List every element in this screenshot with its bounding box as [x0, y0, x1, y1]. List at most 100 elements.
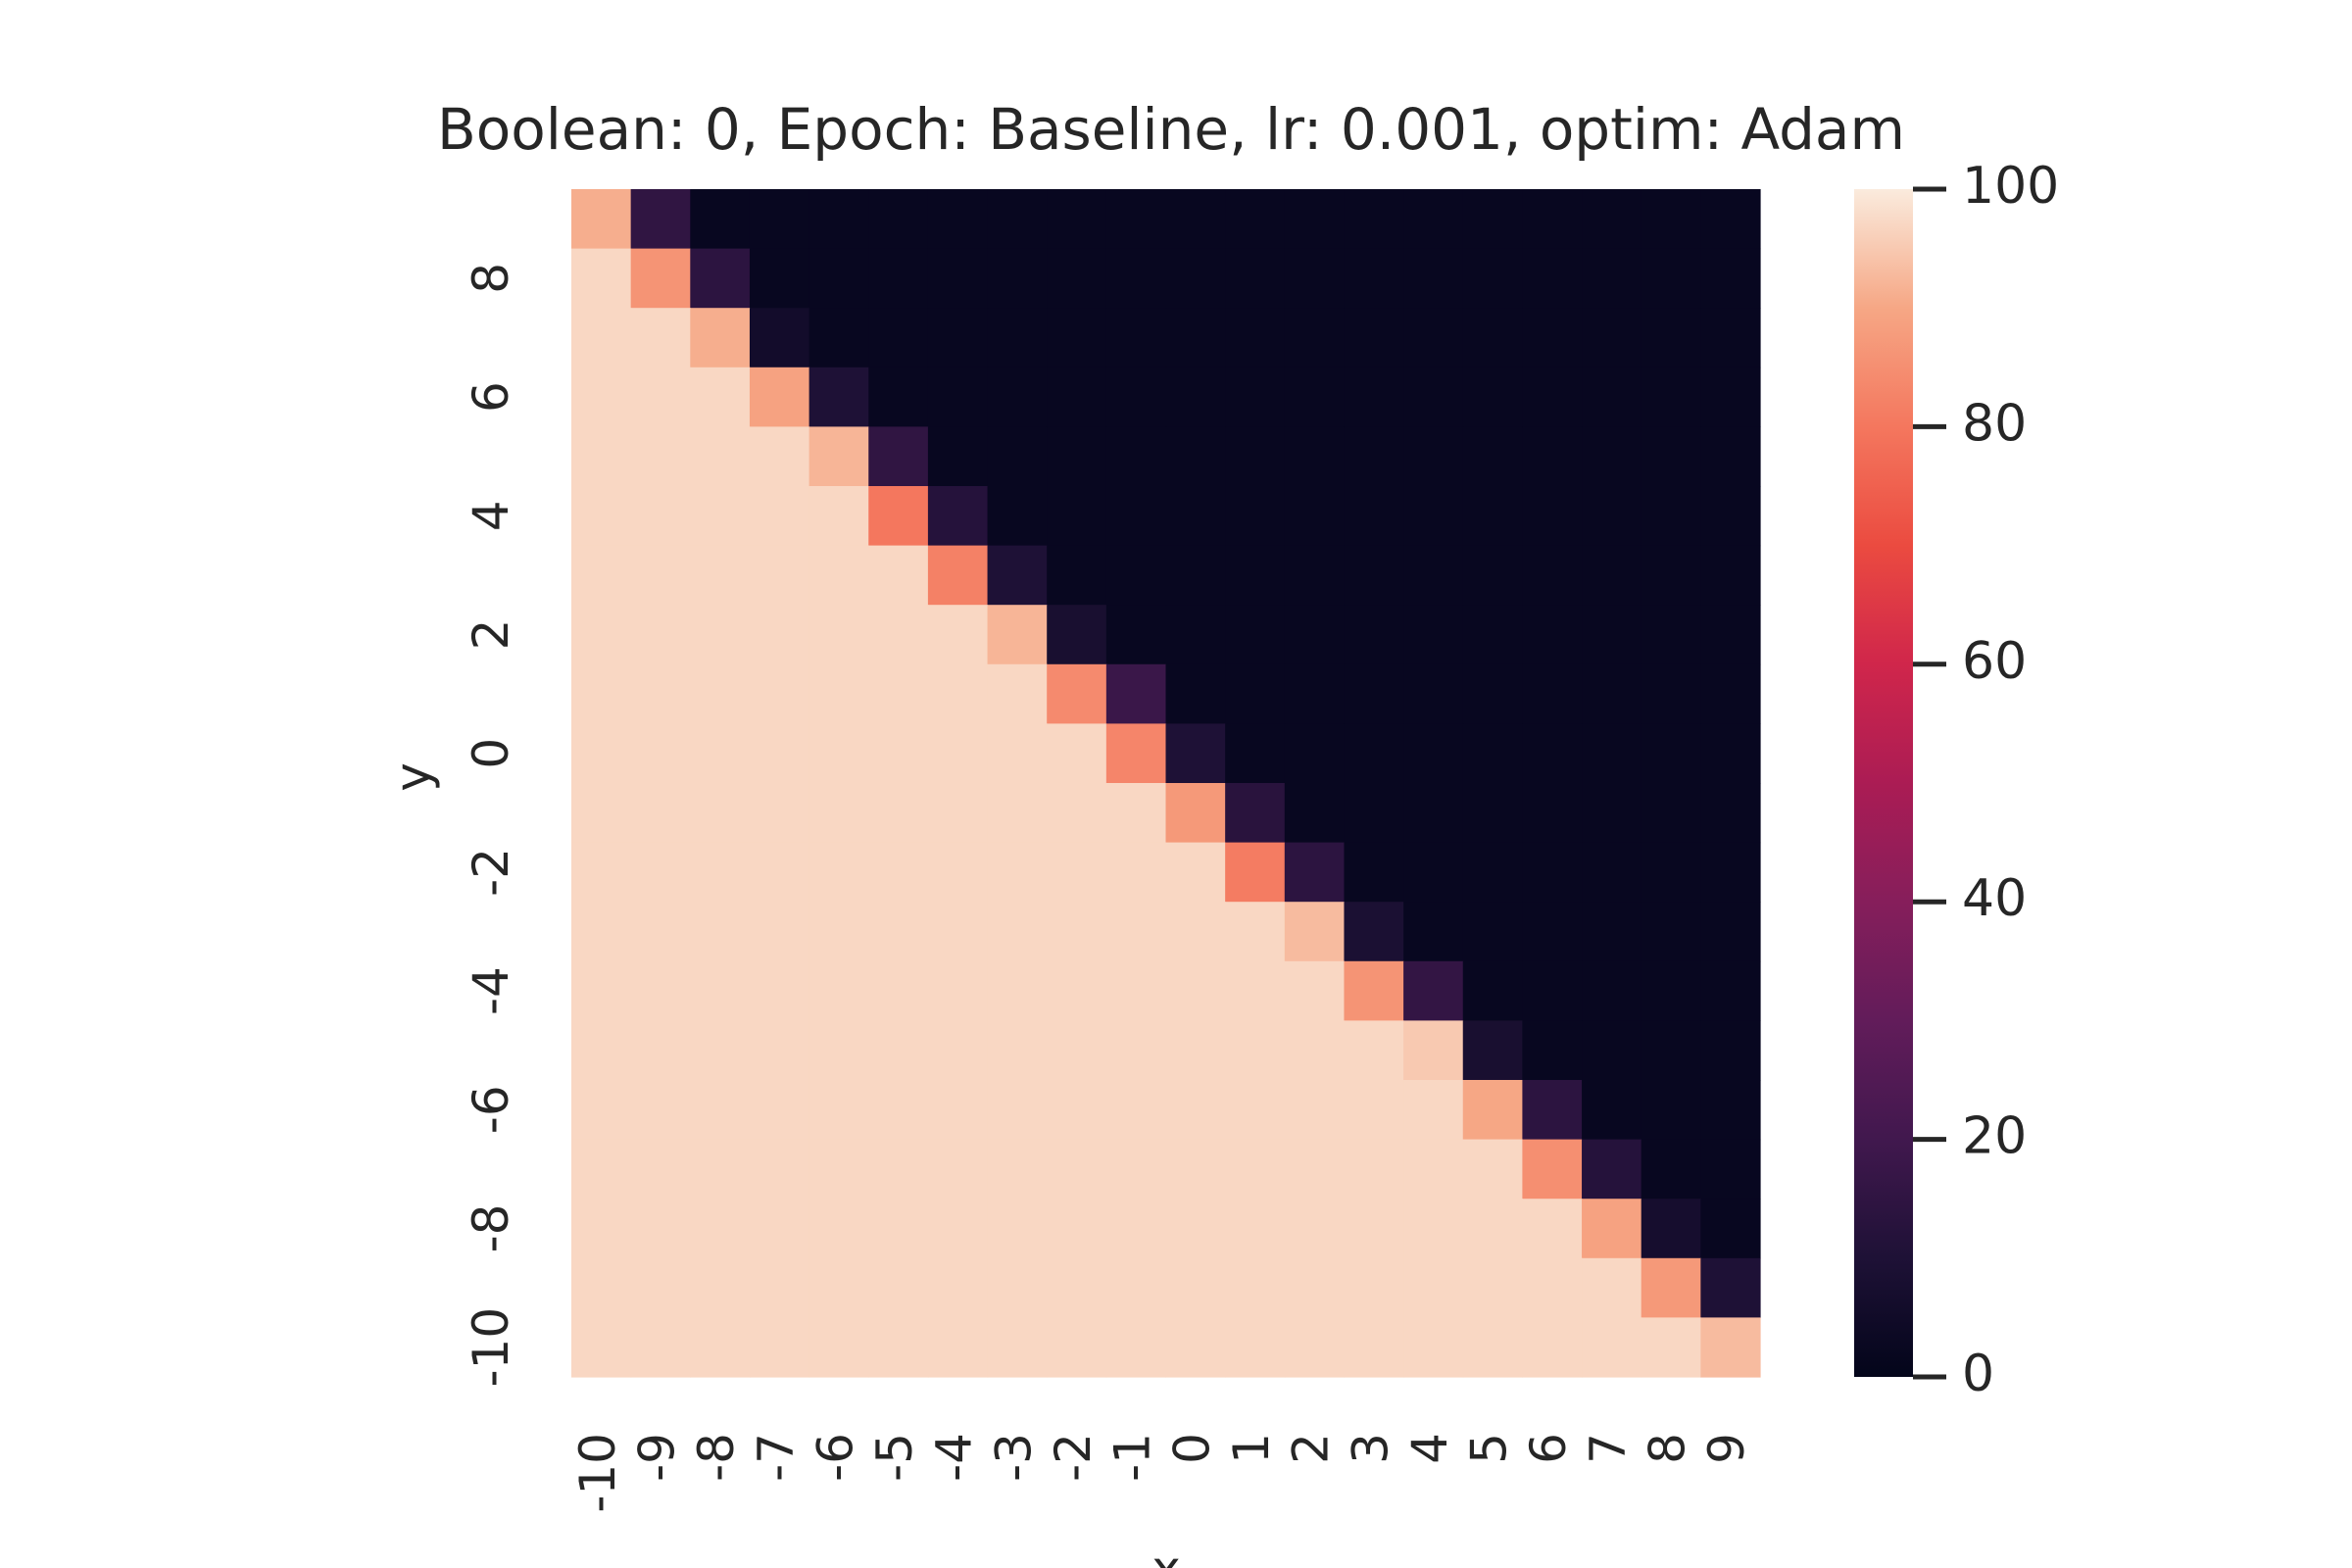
- y-tick-label: -10: [463, 1307, 519, 1388]
- heatmap-cell: [571, 248, 632, 309]
- heatmap-cell: [1403, 426, 1464, 487]
- heatmap-cell: [1105, 486, 1167, 547]
- heatmap-cell: [1641, 723, 1701, 784]
- heatmap-cell: [630, 248, 691, 309]
- colorbar: [1854, 189, 1913, 1377]
- heatmap-cell: [868, 189, 929, 250]
- x-tick-label: -1: [1104, 1433, 1161, 1482]
- heatmap-cell: [630, 605, 691, 665]
- heatmap-cell: [1105, 1139, 1167, 1200]
- heatmap-cell: [1403, 960, 1464, 1021]
- heatmap-cell: [1105, 426, 1167, 487]
- heatmap-cell: [1165, 842, 1226, 903]
- heatmap-cell: [1225, 1317, 1286, 1378]
- heatmap-cell: [987, 902, 1048, 962]
- heatmap-cell: [927, 545, 989, 606]
- heatmap-cell: [1700, 1139, 1761, 1200]
- heatmap-cell: [1582, 960, 1642, 1021]
- heatmap-cell: [630, 960, 691, 1021]
- heatmap-cell: [1284, 189, 1346, 250]
- heatmap-cell: [1284, 1139, 1346, 1200]
- heatmap-cell: [1641, 426, 1701, 487]
- heatmap-cell: [571, 486, 632, 547]
- chart-title: Boolean: 0, Epoch: Baseline, lr: 0.001, …: [437, 96, 1905, 163]
- heatmap-cell: [987, 723, 1048, 784]
- x-tick-label: 5: [1461, 1433, 1518, 1464]
- heatmap-cell: [1165, 723, 1226, 784]
- x-tick-label: -9: [628, 1433, 685, 1482]
- heatmap-cell: [868, 605, 929, 665]
- heatmap-cell: [868, 960, 929, 1021]
- heatmap-cell: [1522, 1020, 1583, 1081]
- heatmap-cells: [571, 189, 1761, 1378]
- heatmap-cell: [1225, 1080, 1286, 1141]
- heatmap-cell: [1700, 1317, 1761, 1378]
- heatmap-cell: [987, 367, 1048, 427]
- heatmap-cell: [1047, 902, 1107, 962]
- heatmap-cell: [1105, 1080, 1167, 1141]
- heatmap-cell: [927, 367, 989, 427]
- heatmap-cell: [571, 1080, 632, 1141]
- heatmap-cell: [1165, 426, 1226, 487]
- heatmap-cell: [630, 1139, 691, 1200]
- heatmap-cell: [1284, 723, 1346, 784]
- x-tick-label: 1: [1223, 1433, 1280, 1464]
- heatmap-cell: [1700, 605, 1761, 665]
- heatmap-cell: [1522, 308, 1583, 368]
- heatmap-cell: [987, 1020, 1048, 1081]
- heatmap-cell: [1225, 1257, 1286, 1318]
- heatmap-cell: [868, 842, 929, 903]
- heatmap-cell: [1462, 902, 1523, 962]
- heatmap-cell: [1225, 189, 1286, 250]
- heatmap-cell: [1700, 545, 1761, 606]
- heatmap-cell: [1700, 486, 1761, 547]
- x-tick-label: -7: [748, 1433, 805, 1482]
- heatmap-cell: [1582, 1257, 1642, 1318]
- heatmap-cell: [1225, 426, 1286, 487]
- heatmap-cell: [1641, 960, 1701, 1021]
- heatmap-cell: [868, 308, 929, 368]
- heatmap-cell: [1462, 1317, 1523, 1378]
- heatmap-cell: [1522, 486, 1583, 547]
- heatmap-cell: [868, 1199, 929, 1259]
- heatmap-cell: [1284, 783, 1346, 844]
- heatmap-cell: [1582, 189, 1642, 250]
- heatmap-cell: [868, 248, 929, 309]
- heatmap-cell: [1165, 486, 1226, 547]
- heatmap-cell: [1284, 842, 1346, 903]
- colorbar-tick-label: 0: [1962, 1345, 1994, 1403]
- heatmap-cell: [987, 426, 1048, 487]
- colorbar-tick-label: 60: [1962, 632, 2027, 691]
- heatmap-cell: [1522, 1317, 1583, 1378]
- heatmap-cell: [1462, 723, 1523, 784]
- heatmap-cell: [630, 1199, 691, 1259]
- heatmap-cell: [690, 1080, 751, 1141]
- y-tick-label: -6: [463, 1085, 519, 1134]
- heatmap-cell: [1462, 426, 1523, 487]
- heatmap-cell: [1641, 1199, 1701, 1259]
- heatmap-cell: [1700, 842, 1761, 903]
- heatmap-cell: [987, 1317, 1048, 1378]
- heatmap-cell: [808, 1080, 869, 1141]
- heatmap-cell: [1225, 545, 1286, 606]
- heatmap-cell: [1105, 902, 1167, 962]
- heatmap-cell: [690, 1020, 751, 1081]
- heatmap-cell: [1047, 783, 1107, 844]
- heatmap-cell: [987, 248, 1048, 309]
- heatmap-cell: [927, 783, 989, 844]
- heatmap-cell: [1522, 248, 1583, 309]
- heatmap-cell: [1284, 486, 1346, 547]
- heatmap-cell: [1105, 1317, 1167, 1378]
- heatmap-cell: [927, 663, 989, 724]
- heatmap-cell: [1047, 1020, 1107, 1081]
- heatmap-cell: [630, 545, 691, 606]
- x-tick-label: 9: [1698, 1433, 1755, 1464]
- heatmap-cell: [1522, 663, 1583, 724]
- heatmap-cell: [1522, 960, 1583, 1021]
- heatmap-cell: [1105, 367, 1167, 427]
- heatmap-cell: [1165, 367, 1226, 427]
- heatmap-cell: [1641, 902, 1701, 962]
- heatmap-cell: [571, 426, 632, 487]
- heatmap-cell: [571, 605, 632, 665]
